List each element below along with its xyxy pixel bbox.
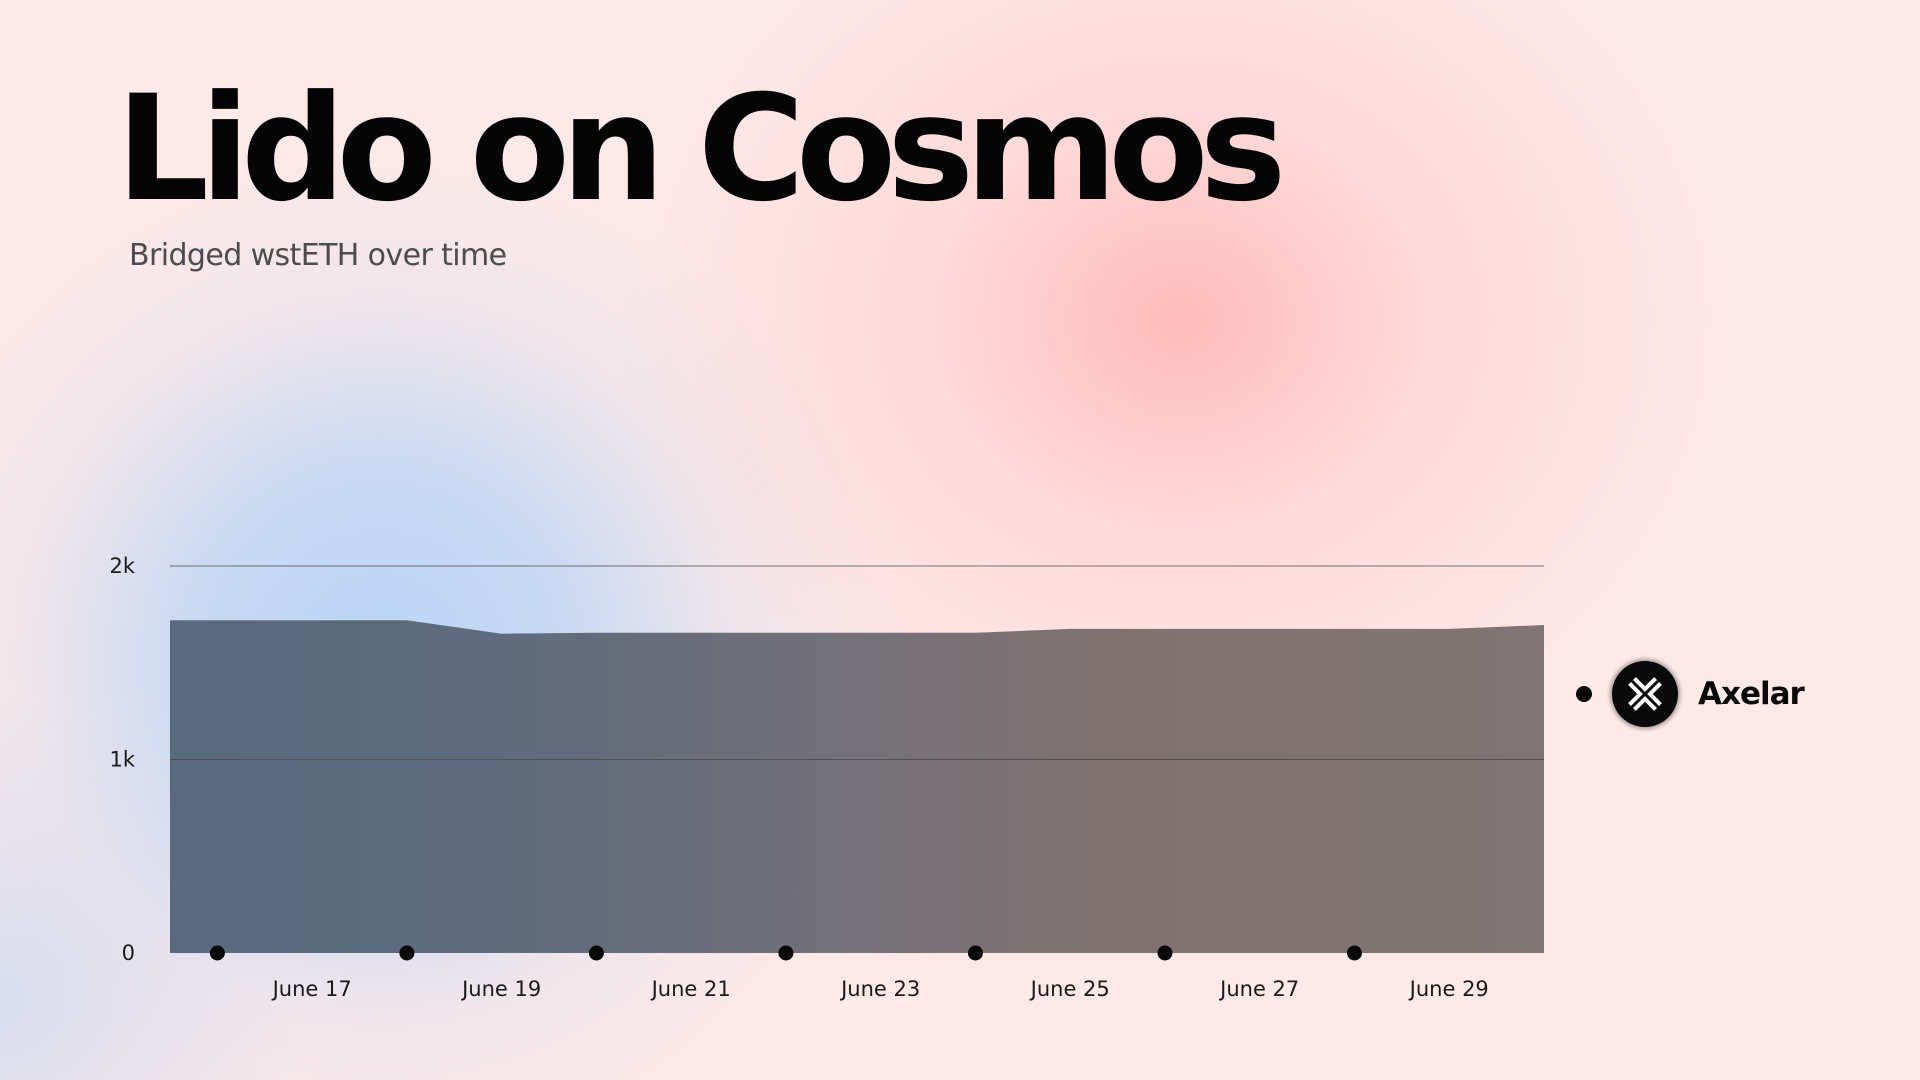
x-tick-label: June 25 — [1029, 977, 1110, 1001]
event-marker — [588, 945, 604, 961]
x-tick-label: June 23 — [839, 977, 920, 1001]
x-tick-label: June 21 — [650, 977, 731, 1001]
axelar-logo-glyph — [1628, 677, 1662, 711]
y-tick-label: 2k — [109, 554, 135, 578]
event-marker — [1157, 945, 1173, 961]
page-title: Lido on Cosmos — [116, 64, 1286, 234]
area-series-axelar — [170, 620, 1544, 953]
y-tick-label: 0 — [122, 941, 135, 965]
event-marker — [209, 945, 225, 961]
x-tick-label: June 17 — [271, 977, 352, 1001]
event-marker — [399, 945, 415, 961]
x-tick-label: June 29 — [1408, 977, 1489, 1001]
legend-series-dot — [1576, 686, 1592, 702]
legend-label-axelar: Axelar — [1698, 676, 1805, 712]
event-marker — [967, 945, 983, 961]
page-subtitle: Bridged wstETH over time — [129, 238, 507, 273]
axelar-logo-icon — [1612, 661, 1678, 727]
event-marker — [778, 945, 794, 961]
x-tick-label: June 19 — [460, 977, 541, 1001]
chart-legend: Axelar — [1576, 661, 1805, 727]
y-tick-label: 1k — [109, 748, 135, 772]
x-tick-label: June 27 — [1218, 977, 1299, 1001]
event-marker — [1346, 945, 1362, 961]
